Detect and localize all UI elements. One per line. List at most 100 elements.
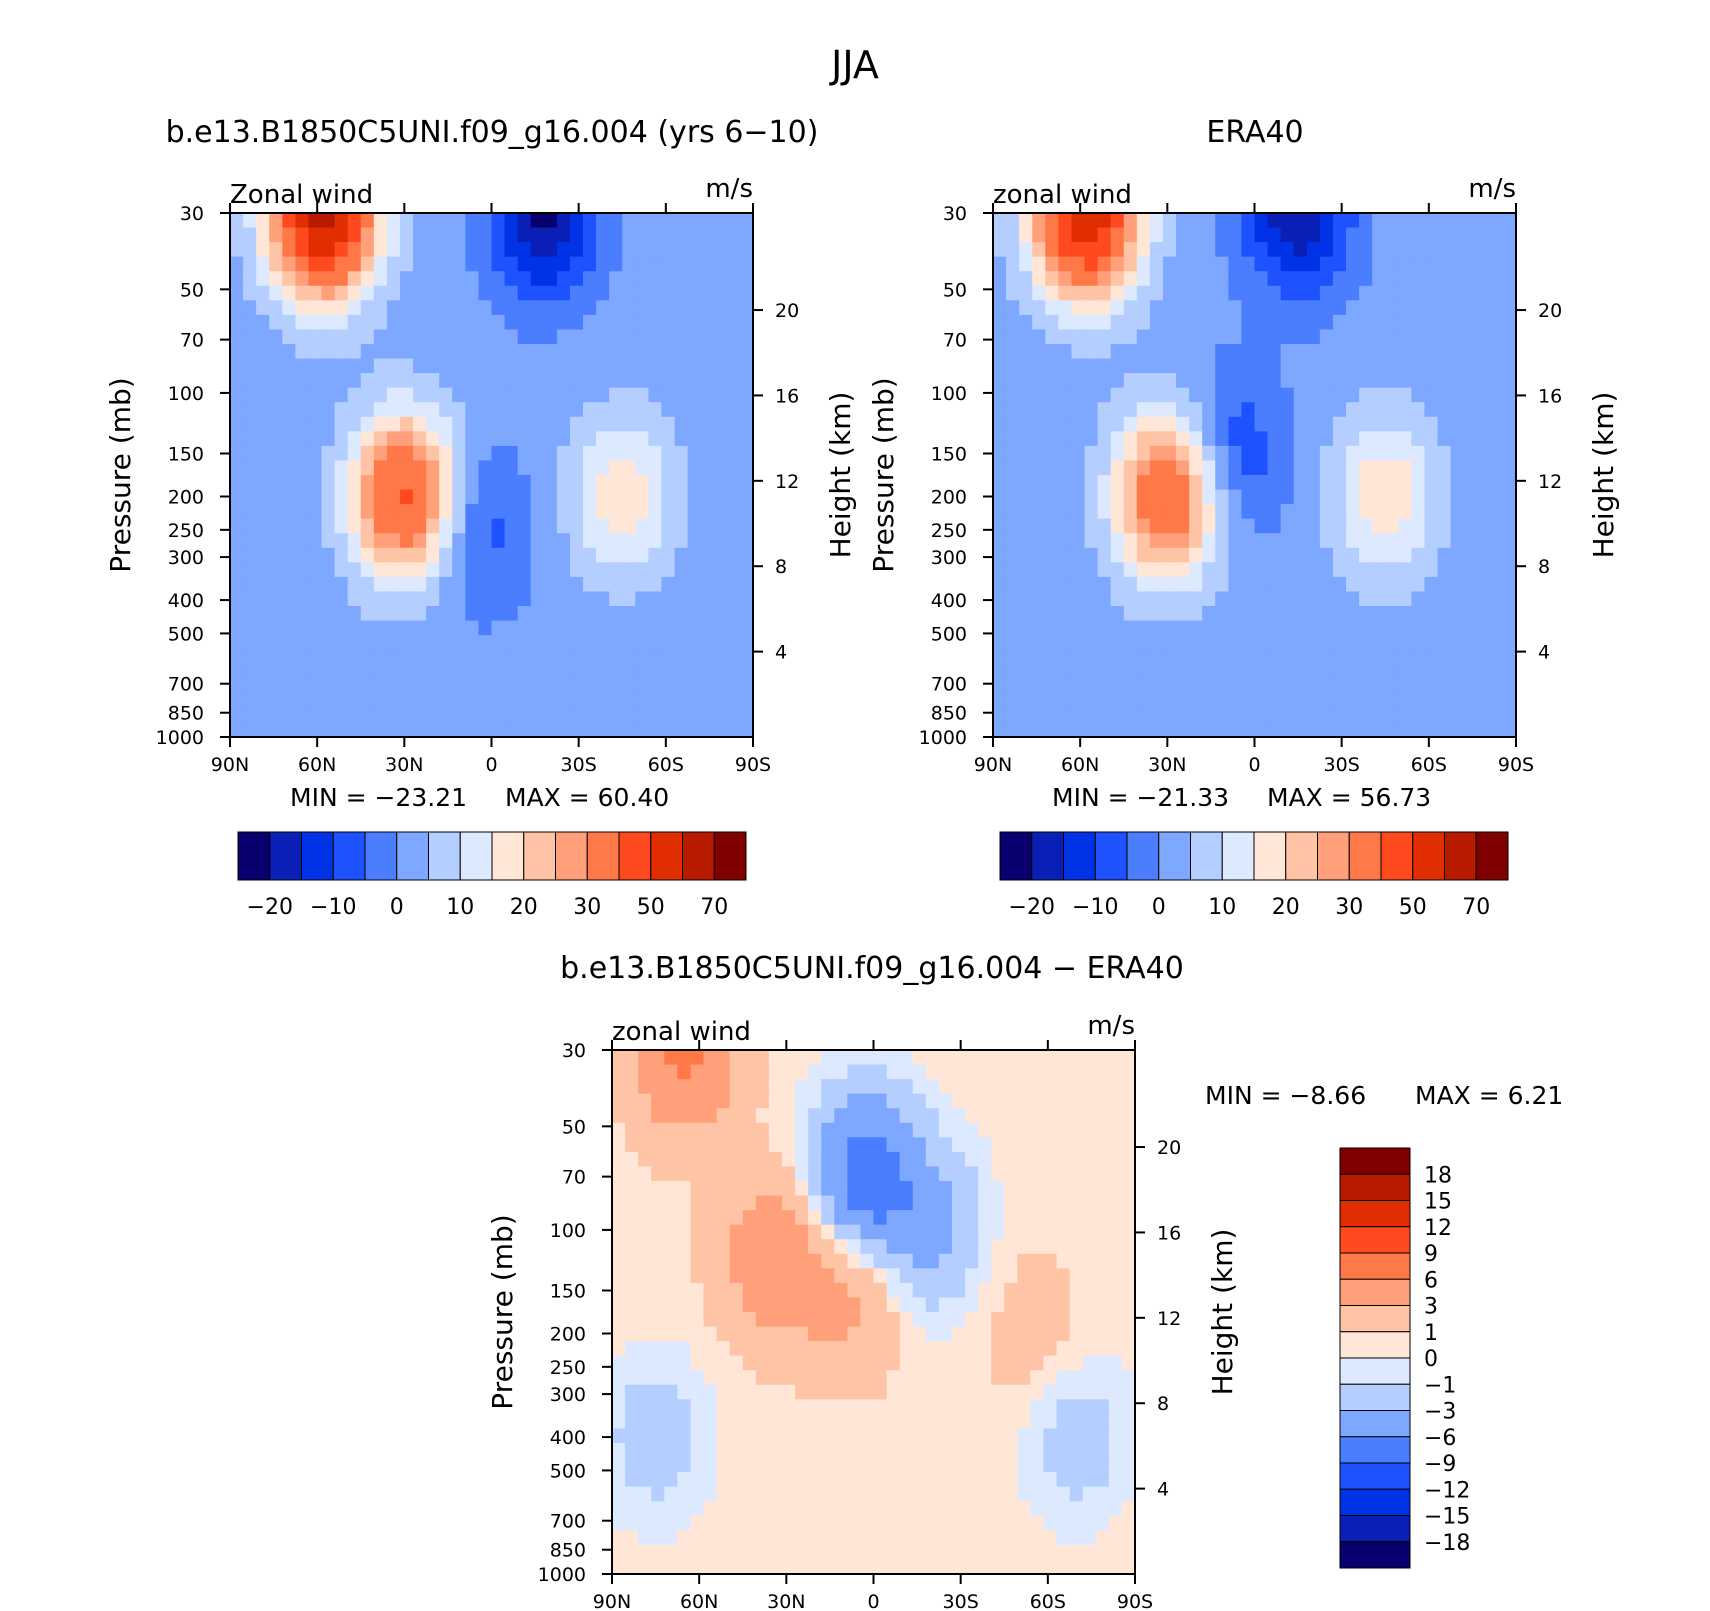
contour-cell (1004, 1472, 1018, 1488)
contour-cell (1398, 591, 1412, 607)
contour-cell (1084, 242, 1099, 258)
contour-cell (726, 242, 741, 258)
contour-cell (635, 620, 649, 636)
contour-cell (1019, 693, 1033, 709)
contour-cell (452, 664, 466, 680)
contour-cell (1411, 606, 1426, 622)
contour-cell (648, 489, 663, 505)
contour-cell (899, 1457, 914, 1473)
contour-cell (230, 329, 244, 345)
contour-cell (834, 1384, 848, 1400)
contour-cell (1017, 1341, 1031, 1357)
contour-cell (1385, 576, 1399, 593)
contour-cell (569, 518, 584, 534)
contour-cell (282, 591, 296, 607)
contour-cell (1032, 271, 1046, 287)
contour-cell (886, 1515, 901, 1531)
contour-cell (386, 271, 401, 287)
contour-cell (965, 1268, 979, 1284)
contour-cell (1372, 489, 1386, 505)
max-label: MAX = 6.21 (1415, 1081, 1563, 1110)
contour-cell (726, 271, 741, 287)
contour-cell (1202, 373, 1216, 389)
contour-cell (478, 271, 493, 287)
contour-cell (625, 1079, 639, 1095)
contour-cell (1267, 314, 1282, 331)
contour-cell (912, 1268, 927, 1284)
contour-cell (334, 344, 349, 360)
contour-cell (674, 722, 689, 738)
contour-cell (399, 402, 414, 418)
contour-cell (886, 1559, 901, 1575)
contour-cell (847, 1399, 862, 1415)
contour-cell (1502, 256, 1517, 272)
contour-cell (517, 431, 532, 447)
contour-cell (834, 1370, 848, 1386)
contour-cell (1385, 344, 1399, 360)
contour-cell (1017, 1399, 1031, 1415)
contour-cell (716, 1122, 731, 1138)
contour-cell (308, 475, 323, 491)
contour-cell (638, 1530, 652, 1546)
contour-cell (439, 562, 453, 578)
contour-cell (1359, 533, 1373, 549)
contour-cell (504, 387, 519, 403)
contour-cell (1056, 1515, 1071, 1531)
contour-cell (899, 1137, 914, 1153)
contour-cell (690, 1093, 705, 1109)
contour-cell (716, 1093, 731, 1109)
contour-cell (1017, 1370, 1031, 1386)
contour-cell (912, 1181, 927, 1197)
contour-cell (1411, 649, 1426, 665)
contour-cell (638, 1501, 652, 1517)
contour-cell (1502, 562, 1517, 578)
contour-cell (1136, 445, 1151, 462)
contour-cell (1385, 649, 1399, 665)
contour-cell (596, 606, 610, 622)
contour-cell (1019, 416, 1033, 432)
contour-cell (556, 256, 571, 272)
contour-cell (269, 344, 283, 360)
contour-cell (648, 431, 663, 447)
contour-cell (635, 213, 649, 229)
contour-cell (1202, 227, 1216, 243)
contour-cell (1437, 533, 1452, 549)
contour-cell (965, 1151, 979, 1168)
contour-cell (439, 358, 453, 374)
contour-cell (360, 256, 375, 272)
contour-cell (543, 329, 558, 345)
contour-cell (651, 1413, 665, 1430)
contour-cell (1189, 300, 1203, 316)
contour-cell (1476, 460, 1491, 476)
contour-cell (625, 1544, 639, 1561)
contour-cell (1202, 300, 1216, 316)
contour-cell (687, 649, 702, 665)
contour-cell (991, 1166, 1005, 1182)
contour-cell (1019, 504, 1033, 520)
contour-cell (1489, 504, 1504, 520)
contour-cell (1176, 300, 1190, 316)
contour-cell (1056, 1312, 1071, 1328)
contour-cell (622, 533, 636, 549)
contour-cell (556, 314, 571, 331)
contour-cell (1228, 489, 1243, 505)
contour-cell (978, 1268, 992, 1284)
contour-cell (543, 256, 558, 272)
contour-cell (1097, 707, 1112, 724)
contour-cell (413, 693, 427, 709)
contour-cell (1004, 1181, 1018, 1197)
contour-cell (638, 1384, 652, 1400)
contour-cell (1332, 475, 1347, 491)
contour-cell (622, 722, 636, 738)
contour-cell (1162, 606, 1177, 622)
contour-cell (1241, 707, 1256, 724)
contour-cell (1346, 649, 1360, 665)
contour-cell (651, 1093, 665, 1109)
colorbar-box (1412, 831, 1445, 881)
contour-cell (1463, 620, 1478, 636)
contour-cell (569, 533, 584, 549)
contour-cell (661, 431, 676, 447)
contour-cell (1095, 1253, 1110, 1269)
contour-cell (622, 518, 636, 534)
contour-cell (543, 518, 558, 534)
